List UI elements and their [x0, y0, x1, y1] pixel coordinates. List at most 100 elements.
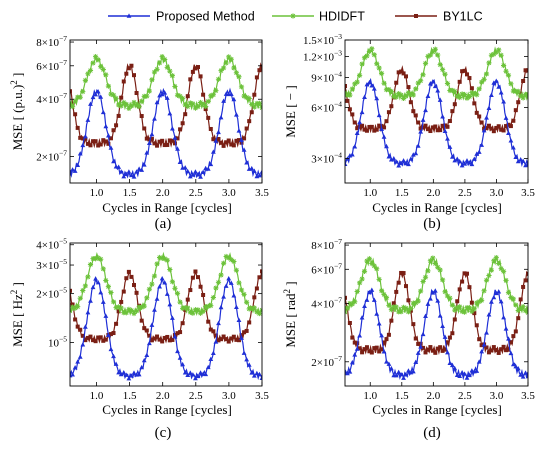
data-point	[196, 275, 200, 280]
data-point	[403, 93, 409, 99]
data-point	[196, 65, 200, 70]
y-tick-label: 3×10−4	[311, 150, 342, 165]
data-point	[75, 125, 80, 130]
data-point	[491, 294, 497, 300]
data-point	[139, 304, 145, 310]
data-point	[504, 348, 509, 353]
data-point	[224, 140, 229, 145]
data-point	[381, 80, 387, 86]
data-point	[386, 302, 392, 309]
data-point	[393, 94, 399, 100]
data-point	[440, 277, 446, 283]
data-point	[442, 128, 448, 134]
data-point	[457, 158, 463, 164]
data-point	[481, 76, 487, 82]
data-point	[170, 337, 175, 342]
data-point	[195, 172, 201, 177]
data-point	[476, 299, 482, 305]
data-point	[364, 128, 369, 133]
data-point	[366, 256, 372, 262]
data-point	[155, 143, 160, 148]
data-point	[75, 324, 80, 329]
data-point	[116, 164, 122, 169]
data-point	[415, 143, 421, 148]
data-point	[461, 309, 468, 315]
data-point	[367, 289, 372, 295]
data-point	[193, 269, 198, 274]
data-point	[486, 123, 491, 128]
data-point	[70, 104, 76, 110]
data-point	[413, 150, 419, 156]
x-axis-label: Cycles in Range [cycles]	[102, 200, 232, 215]
data-point	[180, 305, 186, 311]
y-tick-label: 2×10−5	[36, 286, 67, 301]
data-point	[178, 330, 183, 335]
data-point	[452, 307, 458, 313]
series-proposed-method	[70, 275, 262, 381]
data-point	[180, 321, 185, 326]
data-point	[221, 294, 226, 299]
data-point	[108, 346, 114, 352]
data-point	[355, 341, 360, 346]
data-point	[213, 87, 219, 94]
data-point	[372, 128, 377, 133]
data-point	[508, 138, 514, 143]
data-point	[435, 128, 440, 133]
data-point	[167, 138, 172, 143]
panel-label: (b)	[423, 216, 441, 232]
data-point	[111, 128, 116, 133]
data-point	[241, 350, 247, 355]
data-point	[506, 122, 511, 127]
data-point	[85, 141, 90, 146]
data-point	[73, 112, 78, 117]
data-point	[155, 334, 160, 339]
data-point	[244, 94, 250, 101]
data-point	[154, 99, 160, 105]
data-point	[521, 284, 526, 289]
data-point	[95, 57, 101, 63]
plot-area	[345, 46, 528, 168]
data-point	[398, 309, 404, 315]
data-point	[139, 364, 145, 370]
data-point	[506, 336, 511, 341]
data-point	[116, 113, 121, 118]
series-line	[70, 62, 262, 149]
data-point	[466, 305, 473, 311]
data-point	[231, 65, 237, 71]
data-point	[152, 336, 157, 341]
data-point	[170, 126, 175, 131]
data-point	[518, 93, 524, 99]
data-point	[128, 307, 135, 314]
data-point	[408, 305, 414, 312]
legend-item: Proposed Method	[108, 10, 255, 24]
data-point	[347, 107, 352, 112]
data-point	[234, 112, 239, 117]
legend: Proposed Method HDIDFT BY1LC	[108, 10, 483, 24]
data-point	[350, 112, 355, 117]
data-point	[413, 86, 419, 92]
data-point	[126, 105, 132, 111]
data-point	[374, 95, 380, 101]
data-point	[175, 146, 180, 151]
data-point	[252, 295, 257, 300]
data-point	[523, 278, 528, 283]
data-point	[454, 372, 460, 378]
data-point	[362, 347, 367, 352]
data-point	[464, 375, 470, 380]
data-point	[415, 298, 421, 304]
data-point	[91, 338, 96, 343]
data-point	[357, 346, 362, 351]
x-tick-label: 3.5	[255, 390, 269, 402]
data-point	[219, 140, 224, 145]
data-point	[103, 337, 108, 342]
data-point	[489, 299, 494, 304]
data-point	[226, 255, 232, 261]
data-point	[428, 296, 433, 301]
data-point	[459, 369, 465, 375]
data-point	[379, 70, 385, 76]
data-point	[238, 84, 245, 90]
data-point	[384, 337, 389, 342]
data-point	[82, 324, 88, 329]
data-point	[457, 94, 463, 101]
data-point	[371, 86, 377, 91]
